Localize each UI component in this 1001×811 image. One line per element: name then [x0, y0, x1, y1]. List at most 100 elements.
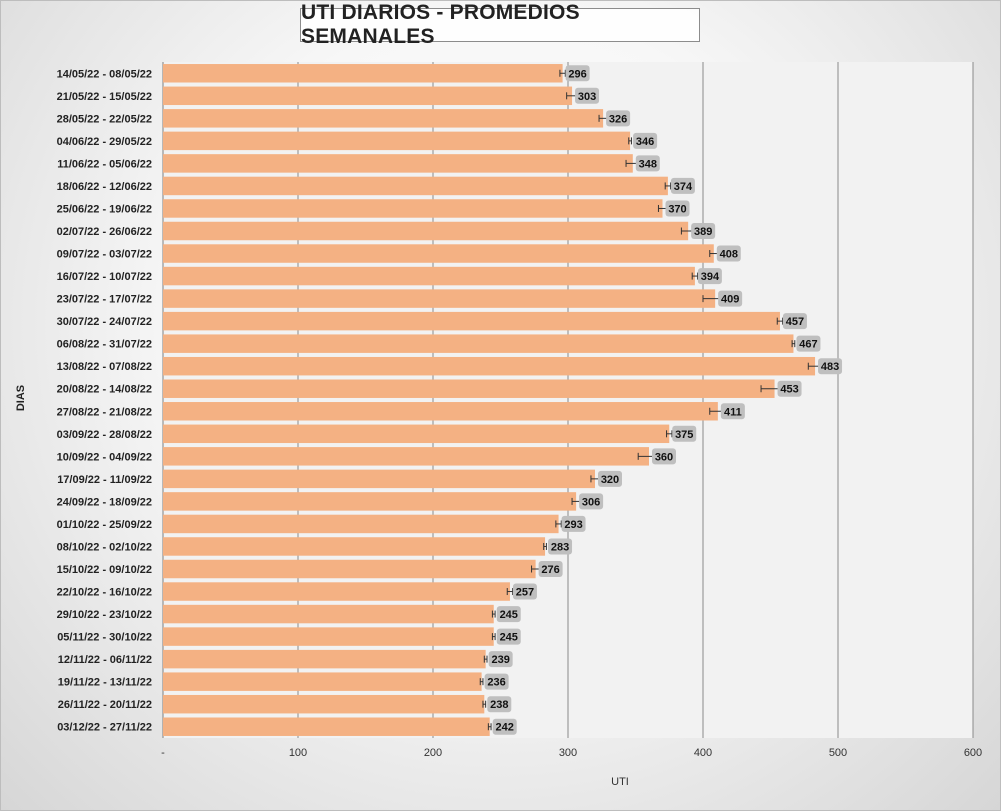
bar [163, 86, 573, 106]
category-label: 11/06/22 - 05/06/22 [57, 158, 152, 170]
bar [163, 311, 780, 331]
data-label: 320 [601, 474, 619, 486]
data-label-box [633, 132, 658, 149]
bar [163, 154, 633, 173]
category-label: 18/06/22 - 12/06/22 [57, 181, 152, 193]
x-tick-label: 600 [964, 747, 982, 759]
bar [163, 109, 604, 128]
data-label: 389 [694, 226, 712, 238]
bar [163, 447, 649, 466]
bar [163, 604, 494, 624]
data-label-box [782, 313, 807, 330]
category-label: 30/07/22 - 24/07/22 [57, 316, 152, 328]
category-label: 21/05/22 - 15/05/22 [57, 91, 152, 103]
data-label-box [635, 155, 660, 172]
data-label-box [488, 651, 513, 668]
data-label: 296 [568, 68, 586, 80]
x-tick-label: 100 [289, 747, 307, 759]
category-label: 16/07/22 - 10/07/22 [57, 271, 152, 283]
data-label: 408 [720, 249, 738, 261]
bar [163, 176, 668, 196]
data-label: 409 [721, 294, 739, 306]
category-labels: 14/05/22 - 08/05/22 21/05/22 - 15/05/22 28… [57, 68, 152, 733]
data-label: 346 [636, 136, 654, 148]
category-label: 02/07/22 - 26/06/22 [57, 226, 152, 238]
data-label-box [670, 177, 695, 194]
data-label: 483 [821, 361, 839, 373]
bar [163, 356, 816, 376]
data-label-box [606, 110, 631, 127]
data-label-box [665, 200, 690, 217]
bar [163, 717, 490, 736]
category-label: 14/05/22 - 08/05/22 [57, 68, 152, 80]
category-label: 12/11/22 - 06/11/22 [58, 654, 152, 666]
data-label-box [818, 358, 843, 375]
category-label: 01/10/22 - 25/09/22 [57, 519, 152, 531]
data-label-box [672, 425, 697, 442]
category-label: 15/10/22 - 09/10/22 [57, 564, 152, 576]
data-label: 326 [609, 113, 627, 125]
data-label: 375 [675, 429, 693, 441]
data-label: 370 [668, 203, 686, 215]
bar [163, 334, 794, 353]
bar [163, 64, 563, 83]
category-label: 23/07/22 - 17/07/22 [57, 294, 152, 306]
category-label: 06/08/22 - 31/07/22 [57, 339, 152, 351]
data-label-box [512, 583, 537, 600]
x-tick-label: - [161, 747, 165, 759]
data-label: 276 [541, 564, 559, 576]
data-label: 457 [786, 316, 804, 328]
data-label-box [492, 718, 517, 735]
bar [163, 221, 689, 241]
data-label: 257 [516, 587, 534, 599]
data-label-box [579, 493, 604, 510]
data-label-box [718, 290, 743, 307]
category-label: 22/10/22 - 16/10/22 [57, 587, 152, 599]
x-axis-label: UTI [611, 776, 629, 788]
bar [163, 131, 631, 151]
data-label: 239 [491, 654, 509, 666]
data-label-box [598, 470, 622, 487]
bar [163, 627, 494, 646]
data-label-box [575, 87, 600, 104]
category-label: 26/11/22 - 20/11/22 [58, 699, 152, 711]
bar [163, 514, 559, 534]
data-label-box [720, 403, 745, 420]
category-label: 13/08/22 - 07/08/22 [57, 361, 152, 373]
data-label: 306 [582, 496, 600, 508]
category-label: 10/09/22 - 04/09/22 [57, 451, 152, 463]
category-label: 04/06/22 - 29/05/22 [57, 136, 152, 148]
data-label-box [697, 268, 722, 285]
bar [163, 469, 595, 489]
grid-lines [162, 62, 974, 738]
data-label: 453 [780, 384, 798, 396]
data-label-box [565, 65, 590, 82]
x-tick-label: 200 [424, 747, 442, 759]
data-label-box [652, 448, 676, 465]
bar [163, 424, 670, 444]
category-label: 08/10/22 - 02/10/22 [57, 541, 152, 553]
data-label-box [716, 245, 741, 262]
data-label-box [496, 628, 521, 645]
data-label: 394 [701, 271, 720, 283]
data-label: 238 [490, 699, 508, 711]
category-label: 03/09/22 - 28/08/22 [57, 429, 152, 441]
category-label: 03/12/22 - 27/11/22 [57, 722, 152, 734]
bar [163, 672, 482, 691]
category-label: 19/11/22 - 13/11/22 [58, 677, 152, 689]
bar [163, 559, 536, 579]
bar [163, 582, 510, 601]
x-tick-label: 400 [694, 747, 712, 759]
data-label-box [561, 515, 586, 532]
data-label: 411 [724, 406, 742, 418]
x-tick-label: 500 [829, 747, 847, 759]
data-label: 242 [496, 722, 514, 734]
data-label: 374 [674, 181, 693, 193]
category-label: 09/07/22 - 03/07/22 [57, 249, 152, 261]
data-label: 245 [500, 609, 518, 621]
category-label: 05/11/22 - 30/10/22 [57, 632, 152, 644]
category-label: 29/10/22 - 23/10/22 [57, 609, 152, 621]
bar [163, 199, 663, 218]
data-label-box [691, 223, 716, 239]
data-label: 467 [799, 339, 817, 351]
